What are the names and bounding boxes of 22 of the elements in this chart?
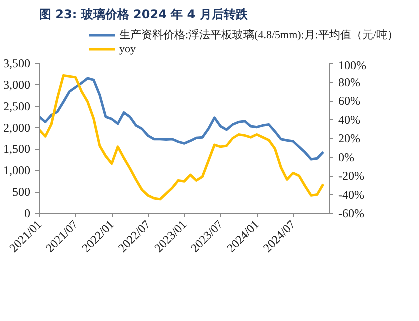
y2-tick-label: 40% xyxy=(338,112,360,127)
y2-tick-label: 0% xyxy=(338,150,354,164)
y-tick-label: 1,000 xyxy=(4,164,30,178)
legend-label: 生产资料价格:浮法平板玻璃(4.8/5mm):月:平均值（元/吨） xyxy=(120,28,398,42)
y2-tick-label: 20% xyxy=(338,132,360,146)
chart-title: 图 23: 玻璃价格 2024 年 4 月后转跌 xyxy=(40,8,249,22)
y-tick-label: 0 xyxy=(24,206,30,220)
y-tick-label: 500 xyxy=(12,185,30,200)
line-series xyxy=(40,74,325,201)
y2-tick-label: -60% xyxy=(338,206,364,220)
legend-label: yoy xyxy=(120,44,136,56)
y-tick-label: 2,000 xyxy=(4,120,30,135)
y-tick-label: 1,500 xyxy=(4,142,30,156)
y-tick-label: 2,500 xyxy=(4,99,30,114)
y2-tick-label: -40% xyxy=(338,188,364,202)
line-series xyxy=(40,77,325,161)
y2-tick-label: 80% xyxy=(338,75,360,90)
y2-tick-label: 100% xyxy=(338,58,366,72)
y2-tick-label: 60% xyxy=(338,94,360,108)
y-tick-label: 3,000 xyxy=(4,78,30,92)
y-tick-label: 3,500 xyxy=(4,56,30,70)
y2-tick-label: -20% xyxy=(338,169,364,183)
